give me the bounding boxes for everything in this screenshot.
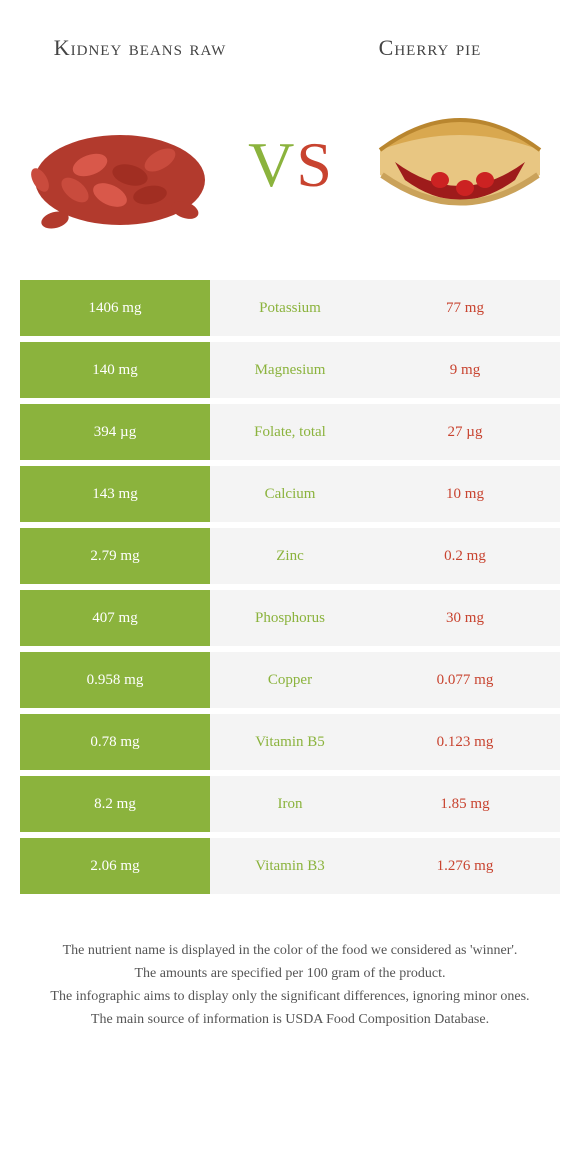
nutrient-label: Potassium <box>210 280 370 336</box>
left-value: 407 mg <box>20 590 210 646</box>
right-value: 1.276 mg <box>370 838 560 894</box>
left-value: 394 µg <box>20 404 210 460</box>
nutrient-label: Vitamin B5 <box>210 714 370 770</box>
table-row: 1406 mgPotassium77 mg <box>20 280 560 336</box>
right-value: 10 mg <box>370 466 560 522</box>
comparison-table: 1406 mgPotassium77 mg 140 mgMagnesium9 mg… <box>0 280 580 894</box>
nutrient-label: Iron <box>210 776 370 832</box>
right-value: 27 µg <box>370 404 560 460</box>
left-value: 8.2 mg <box>20 776 210 832</box>
nutrient-label: Copper <box>210 652 370 708</box>
table-row: 394 µgFolate, total27 µg <box>20 404 560 460</box>
left-value: 143 mg <box>20 466 210 522</box>
cherry-pie-icon <box>360 80 560 250</box>
vs-label: VS <box>248 128 332 202</box>
table-row: 8.2 mgIron1.85 mg <box>20 776 560 832</box>
table-row: 0.958 mgCopper0.077 mg <box>20 652 560 708</box>
footer-line: The infographic aims to display only the… <box>30 986 550 1007</box>
left-value: 2.79 mg <box>20 528 210 584</box>
table-row: 407 mgPhosphorus30 mg <box>20 590 560 646</box>
right-value: 1.85 mg <box>370 776 560 832</box>
right-value: 0.2 mg <box>370 528 560 584</box>
right-value: 77 mg <box>370 280 560 336</box>
nutrient-label: Folate, total <box>210 404 370 460</box>
left-value: 1406 mg <box>20 280 210 336</box>
header: Kidney beans raw Cherry pie <box>0 0 580 60</box>
footer-line: The main source of information is USDA F… <box>30 1009 550 1030</box>
nutrient-label: Vitamin B3 <box>210 838 370 894</box>
footer-line: The nutrient name is displayed in the co… <box>30 940 550 961</box>
vs-v: V <box>248 128 294 202</box>
nutrient-label: Calcium <box>210 466 370 522</box>
left-food-title: Kidney beans raw <box>50 35 230 60</box>
right-value: 0.123 mg <box>370 714 560 770</box>
footer-line: The amounts are specified per 100 gram o… <box>30 963 550 984</box>
images-row: VS <box>0 60 580 280</box>
table-row: 2.06 mgVitamin B31.276 mg <box>20 838 560 894</box>
right-food-title: Cherry pie <box>330 35 530 60</box>
right-value: 9 mg <box>370 342 560 398</box>
nutrient-label: Magnesium <box>210 342 370 398</box>
left-value: 0.958 mg <box>20 652 210 708</box>
table-row: 2.79 mgZinc0.2 mg <box>20 528 560 584</box>
left-value: 2.06 mg <box>20 838 210 894</box>
kidney-beans-icon <box>20 80 220 250</box>
nutrient-label: Zinc <box>210 528 370 584</box>
right-value: 30 mg <box>370 590 560 646</box>
right-food-image <box>360 80 560 250</box>
left-food-image <box>20 80 220 250</box>
table-row: 0.78 mgVitamin B50.123 mg <box>20 714 560 770</box>
vs-s: S <box>296 128 332 202</box>
left-value: 140 mg <box>20 342 210 398</box>
table-row: 140 mgMagnesium9 mg <box>20 342 560 398</box>
left-value: 0.78 mg <box>20 714 210 770</box>
table-row: 143 mgCalcium10 mg <box>20 466 560 522</box>
right-value: 0.077 mg <box>370 652 560 708</box>
footer-notes: The nutrient name is displayed in the co… <box>0 900 580 1030</box>
nutrient-label: Phosphorus <box>210 590 370 646</box>
